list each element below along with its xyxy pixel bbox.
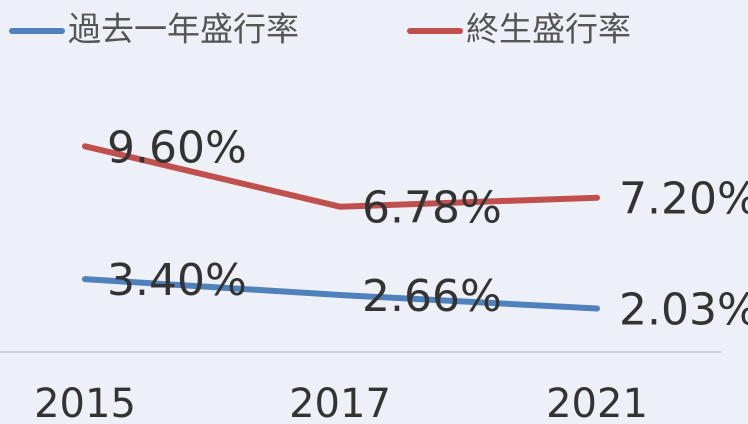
series-line <box>82 143 600 210</box>
data-label: 9.60% <box>107 122 247 173</box>
x-tick-label: 2021 <box>546 381 648 424</box>
data-label: 2.03% <box>619 285 748 336</box>
x-tick-label: 2017 <box>289 381 391 424</box>
legend-label: 終生盛行率 <box>466 10 631 49</box>
data-label: 2.66% <box>362 271 502 322</box>
series-line <box>82 276 600 312</box>
data-label: 7.20% <box>619 174 748 225</box>
data-label: 3.40% <box>107 255 247 306</box>
legend-label: 過去一年盛行率 <box>68 10 299 49</box>
data-label: 6.78% <box>362 183 502 234</box>
x-tick-label: 2015 <box>34 381 136 424</box>
